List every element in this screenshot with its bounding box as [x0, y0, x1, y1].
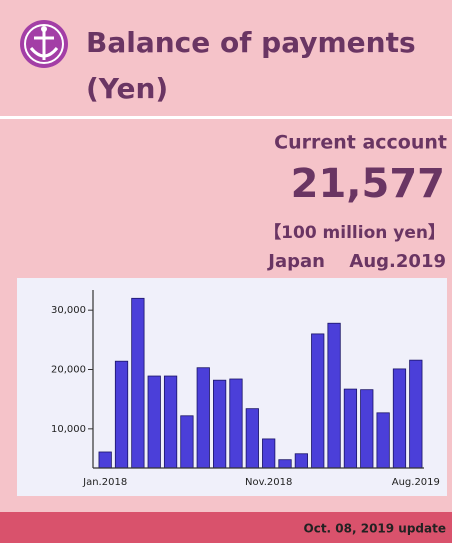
- unit: 【100 million yen】: [264, 222, 445, 243]
- x-tick-label: Aug.2019: [392, 477, 440, 488]
- title: Balance of payments: [86, 26, 416, 59]
- bar: [262, 438, 276, 469]
- bar: [278, 459, 292, 469]
- chart: 10,000 20,000 30,000 Jan.2018 Nov.2018 Aug.20…: [51, 290, 440, 488]
- x-tick-label: Jan.2018: [82, 477, 127, 488]
- x-tick-label: Nov.2018: [245, 477, 292, 488]
- bar: [343, 388, 358, 469]
- y-tick-label: 10,000: [51, 424, 86, 435]
- bar: [229, 378, 243, 469]
- bar: [180, 415, 194, 469]
- bar: [196, 367, 210, 469]
- divider: [0, 116, 452, 119]
- bar: [147, 375, 161, 469]
- y-tick-label: 20,000: [51, 365, 86, 376]
- bar: [131, 297, 145, 469]
- bar: [327, 322, 341, 469]
- bar: [213, 379, 227, 469]
- bar: [294, 453, 308, 469]
- title: (Yen): [86, 72, 168, 105]
- bar: [409, 359, 423, 469]
- footer-bar: [0, 512, 452, 543]
- bar: [245, 408, 259, 469]
- summary-label: Current account: [274, 132, 447, 154]
- region: Japan: [266, 251, 325, 272]
- bar: [311, 333, 325, 469]
- bar: [114, 360, 129, 469]
- bar: [163, 375, 178, 469]
- bar: [376, 412, 390, 469]
- summary-value: 21,577: [291, 161, 445, 207]
- period: Aug.2019: [349, 251, 446, 272]
- y-tick-label: 30,000: [51, 305, 86, 316]
- bar: [392, 368, 407, 469]
- update-date: Oct. 08, 2019 update: [304, 522, 447, 536]
- logo-icon: [20, 20, 68, 68]
- bar: [98, 451, 112, 469]
- bar: [360, 389, 374, 469]
